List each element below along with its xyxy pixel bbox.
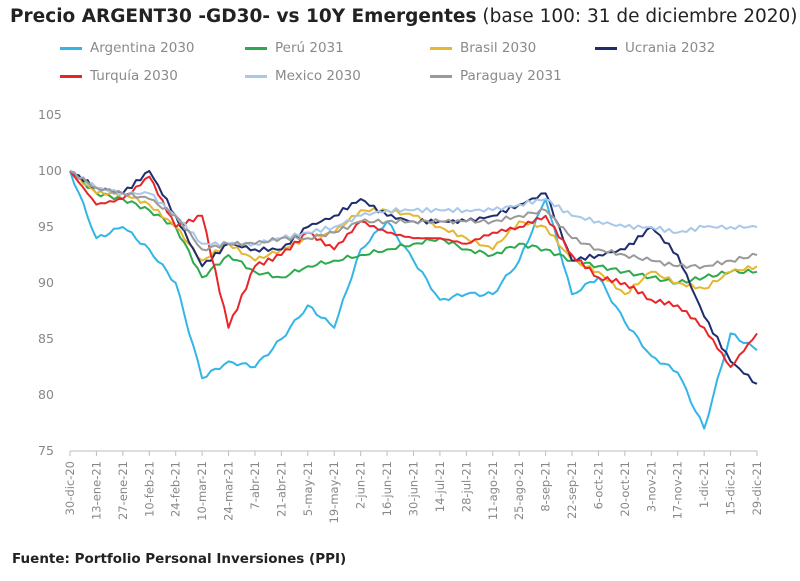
x-tick-label-8-sep-21: 8-sep-21 (539, 461, 553, 512)
legend-label: Turquía 2030 (90, 68, 178, 84)
legend-label: Ucrania 2032 (625, 40, 716, 56)
x-tick-label-15-dic-21: 15-dic-21 (724, 461, 738, 515)
legend-label: Argentina 2030 (90, 40, 195, 56)
legend-swatch (430, 46, 452, 50)
x-tick-label-27-ene-21: 27-ene-21 (116, 461, 130, 520)
legend-item: Paraguay 2031 (430, 68, 562, 84)
x-tick-label-13-ene-21: 13-ene-21 (89, 461, 103, 520)
chart-title: Precio ARGENT30 -GD30- vs 10Y Emergentes… (10, 6, 798, 27)
series-line-perú-2031 (69, 170, 758, 285)
source-note: Fuente: Portfolio Personal Inversiones (… (12, 551, 347, 567)
legend-swatch (245, 46, 267, 50)
x-tick-label-24-mar-21: 24-mar-21 (222, 461, 236, 521)
legend-swatch (430, 74, 452, 78)
x-tick-label-1-dic-21: 1-dic-21 (697, 461, 711, 508)
legend-swatch (60, 46, 82, 50)
series-line-brasil-2030 (69, 170, 758, 296)
x-tick-label-7-abr-21: 7-abr-21 (248, 461, 262, 510)
y-tick-label-95: 95 (38, 219, 54, 234)
y-tick-label-90: 90 (38, 275, 54, 290)
legend-label: Paraguay 2031 (460, 68, 562, 84)
legend-swatch (595, 46, 617, 50)
x-tick-label-24-feb-21: 24-feb-21 (169, 461, 183, 517)
y-tick-label-85: 85 (38, 331, 54, 346)
x-tick-label-14-jul-21: 14-jul-21 (433, 461, 447, 512)
chart-title-main: Precio ARGENT30 -GD30- vs 10Y Emergentes (10, 6, 477, 27)
legend-swatch (60, 74, 82, 78)
legend-item: Mexico 2030 (245, 68, 361, 84)
y-tick-label-100: 100 (38, 163, 62, 178)
x-tick-label-10-feb-21: 10-feb-21 (142, 461, 156, 517)
series-line-argentina-2030 (69, 170, 758, 430)
x-tick-label-17-nov-21: 17-nov-21 (671, 461, 685, 519)
legend-item: Turquía 2030 (60, 68, 178, 84)
legend-label: Mexico 2030 (275, 68, 361, 84)
x-tick-label-11-ago-21: 11-ago-21 (486, 461, 500, 520)
x-tick-label-22-sep-21: 22-sep-21 (565, 461, 579, 519)
x-tick-label-16-jun-21: 16-jun-21 (380, 461, 394, 516)
x-tick-label-29-dic-21: 29-dic-21 (750, 461, 764, 515)
x-tick-label-28-jul-21: 28-jul-21 (459, 461, 473, 512)
legend-item: Perú 2031 (245, 40, 344, 56)
x-tick-label-10-mar-21: 10-mar-21 (195, 461, 209, 521)
series-line-paraguay-2031 (69, 170, 758, 270)
x-tick-label-30-jun-21: 30-jun-21 (407, 461, 421, 516)
y-tick-label-105: 105 (38, 107, 62, 122)
x-tick-label-25-ago-21: 25-ago-21 (512, 461, 526, 520)
x-tick-label-3-nov-21: 3-nov-21 (644, 461, 658, 512)
y-tick-label-80: 80 (38, 387, 54, 402)
legend-item: Brasil 2030 (430, 40, 536, 56)
x-tick-label-5-may-21: 5-may-21 (301, 461, 315, 516)
x-tick-label-2-jun-21: 2-jun-21 (354, 461, 368, 509)
x-tick-label-21-abr-21: 21-abr-21 (274, 461, 288, 517)
chart-legend: Argentina 2030 Perú 2031 Brasil 2030 Ucrani… (60, 40, 780, 96)
x-tick-label-6-oct-21: 6-oct-21 (591, 461, 605, 509)
legend-swatch (245, 74, 267, 78)
legend-item: Ucrania 2032 (595, 40, 715, 56)
legend-label: Perú 2031 (275, 40, 344, 56)
legend-item: Argentina 2030 (60, 40, 195, 56)
y-tick-label-75: 75 (38, 443, 54, 458)
x-tick-label-20-oct-21: 20-oct-21 (618, 461, 632, 517)
legend-label: Brasil 2030 (460, 40, 537, 56)
x-tick-label-30-dic-20: 30-dic-20 (63, 461, 77, 515)
series-line-turquía-2030 (69, 170, 758, 368)
series-line-mexico-2030 (69, 170, 758, 247)
chart-title-sub: (base 100: 31 de diciembre 2020) (482, 6, 798, 27)
x-tick-label-19-may-21: 19-may-21 (327, 461, 341, 523)
